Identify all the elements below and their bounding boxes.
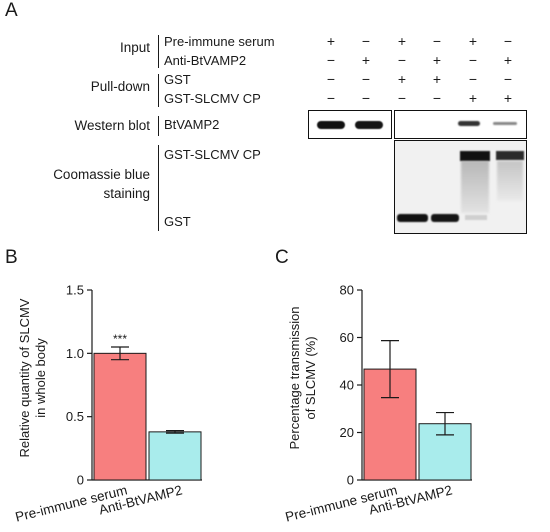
coomassie-top-label: GST-SLCMV CP: [164, 147, 261, 162]
coomassie-bottom-label: GST: [164, 214, 191, 229]
sign: +: [397, 71, 407, 87]
sign: −: [361, 71, 371, 87]
sign: +: [468, 90, 478, 106]
coomassie-label-line2: staining: [103, 186, 150, 201]
western-row-label: BtVAMP2: [164, 117, 220, 132]
western-band: [458, 121, 480, 126]
panel-b-letter: B: [5, 247, 18, 268]
chart-c-tick-label: 0: [347, 473, 354, 488]
input-divider: [158, 35, 159, 68]
row-label-pre-immune: Pre-immune serum: [164, 34, 275, 49]
coomassie-divider: [158, 145, 159, 231]
sign: −: [326, 90, 336, 106]
chart-b-tick-label: 0.5: [66, 409, 84, 424]
pulldown-label: Pull-down: [90, 79, 150, 94]
row-label-gst: GST: [164, 72, 191, 87]
sign: −: [326, 52, 336, 68]
sign: −: [397, 90, 407, 106]
chart-b-significance: ***: [113, 332, 127, 346]
sign: −: [361, 90, 371, 106]
coomassie-gel: [394, 140, 527, 234]
coomassie-label-line1: Coomassie blue: [53, 167, 150, 182]
gel-smear: [497, 161, 523, 201]
gel-band: [397, 214, 428, 222]
sign: −: [361, 33, 371, 49]
chart-c-tick-label: 80: [340, 283, 354, 298]
gel-band: [431, 214, 459, 222]
input-label: Input: [119, 40, 150, 55]
sign: −: [503, 33, 513, 49]
panel-a-letter: A: [5, 0, 18, 21]
chart-c-tick-label: 20: [340, 425, 354, 440]
chart-c-bar: [418, 423, 472, 481]
sign: +: [503, 90, 513, 106]
sign: +: [432, 71, 442, 87]
sign: −: [432, 90, 442, 106]
western-band: [317, 121, 345, 129]
chart-b-ylabel: Relative quantity of SLCMV: [17, 298, 32, 457]
gel-band: [465, 215, 487, 220]
chart-c-ylabel: Percentage transmission: [287, 306, 302, 449]
chart-c-tick-label: 40: [340, 378, 354, 393]
chart-c-tick-label: 60: [340, 330, 354, 345]
chart-b-bar: [148, 431, 202, 481]
row-label-gst-slcmv-cp: GST-SLCMV CP: [164, 91, 261, 106]
western-band: [493, 122, 517, 125]
western-blot-label: Western blot: [74, 118, 150, 133]
chart-b-bar: [93, 352, 147, 481]
chart-b-ylabel-line2: in whole body: [33, 338, 48, 418]
sign: +: [326, 33, 336, 49]
chart-b-tick-label: 1.0: [66, 346, 84, 361]
western-blot-left: [308, 110, 392, 139]
chart-b-tick-label: 1.5: [66, 283, 84, 298]
row-label-anti-btvamp2: Anti-BtVAMP2: [164, 53, 247, 68]
western-band: [355, 121, 383, 129]
sign: −: [397, 52, 407, 68]
gel-band: [496, 151, 524, 160]
chart-b: Relative quantity of SLCMV in whole body…: [14, 283, 202, 525]
sign: −: [503, 71, 513, 87]
sign: −: [326, 71, 336, 87]
sign: +: [397, 33, 407, 49]
western-blot-right: [394, 110, 527, 139]
gel-band: [460, 151, 490, 161]
panel-c-letter: C: [275, 247, 289, 268]
gel-smear: [461, 161, 489, 213]
western-divider: [158, 116, 159, 136]
chart-c: Percentage transmission of SLCMV (%) 0 20…: [284, 283, 472, 525]
sign: +: [361, 52, 371, 68]
sign: +: [432, 52, 442, 68]
pulldown-divider: [158, 74, 159, 107]
chart-c-ylabel-line2: of SLCMV (%): [303, 336, 318, 419]
sign: −: [468, 52, 478, 68]
chart-b-tick-label: 0: [77, 473, 84, 488]
sign: +: [503, 52, 513, 68]
sign: −: [468, 71, 478, 87]
sign: +: [468, 33, 478, 49]
sign: −: [432, 33, 442, 49]
